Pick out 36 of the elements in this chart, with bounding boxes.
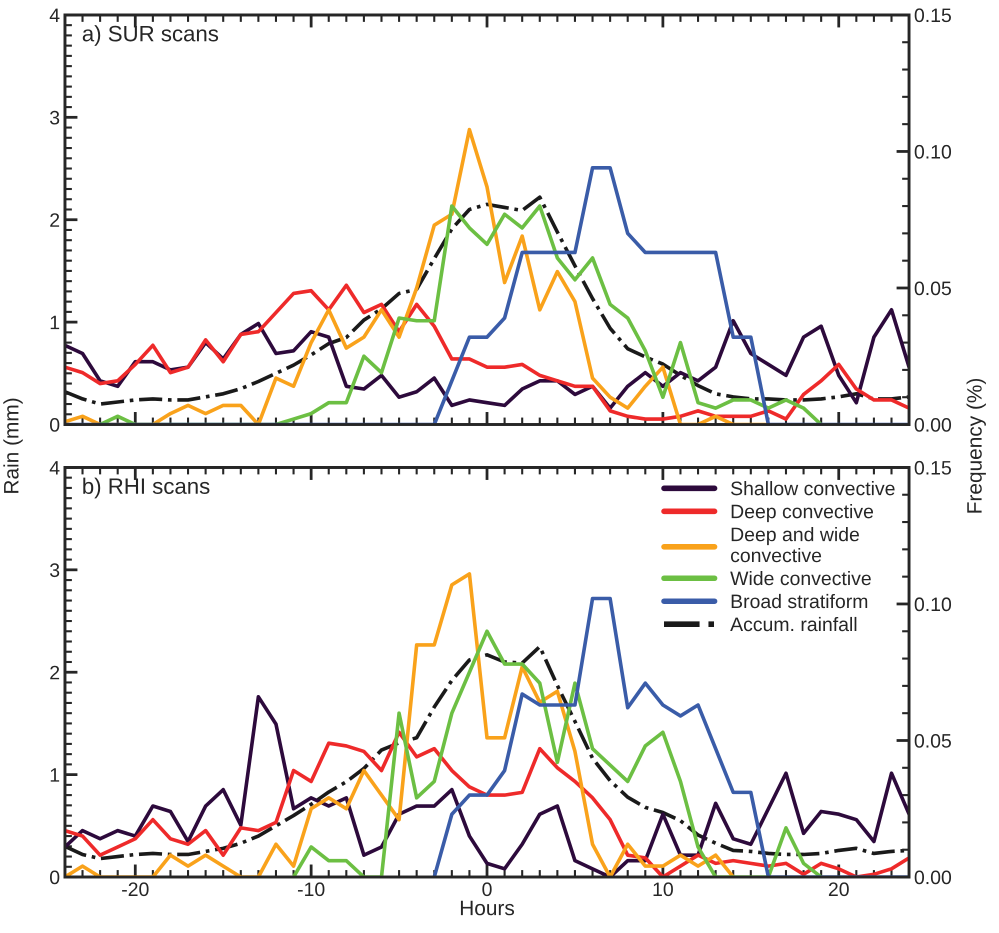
x-tick-label: 20 [828,882,849,896]
legend-label: Shallow convective [731,481,895,496]
y-tick-label: 1 [50,316,60,330]
line-series [98,204,823,425]
legend-label: Deep and wide convective [730,527,859,562]
y2-axis-title: Frequency (%) [966,378,986,513]
line-series [64,283,910,421]
y2-tick-label: 0.00 [914,870,952,884]
legend-label: Wide convective [730,570,871,586]
x-tick-label: 10 [654,882,673,896]
y2-tick-label: 0.05 [914,281,951,296]
x-tick-label: -20 [122,882,149,896]
legend-label: Broad stratiform [732,594,868,608]
y2-tick-label: 0.10 [914,144,952,159]
y-tick-label: 0 [50,418,60,432]
y-tick-label: 3 [50,110,60,125]
y2-tick-label: 0.15 [914,460,951,475]
y-tick-label: 3 [50,563,60,578]
y-tick-label: 4 [50,461,60,474]
y-tick-label: 2 [50,213,60,227]
y-tick-label: 4 [50,8,60,22]
y2-tick-label: 0.10 [914,597,952,612]
chart-title: a) SUR scans [82,25,218,46]
y-tick-label: 1 [50,768,60,782]
y2-tick-label: 0.00 [914,418,952,432]
x-tick-label: 0 [482,882,492,896]
y-tick-label: 2 [50,666,60,680]
legend-label: Accum. rainfall [730,616,856,632]
legend-label: Deep convective [732,504,874,522]
chart-title: b) RHI scans [83,478,210,498]
y-axis-title: Rain (mm) [3,398,23,493]
x-axis-title: Hours [460,900,514,916]
y2-tick-label: 0.15 [914,8,951,22]
y-tick-label: 0 [50,870,60,884]
y2-tick-label: 0.05 [914,734,951,748]
x-tick-label: -10 [298,882,324,896]
